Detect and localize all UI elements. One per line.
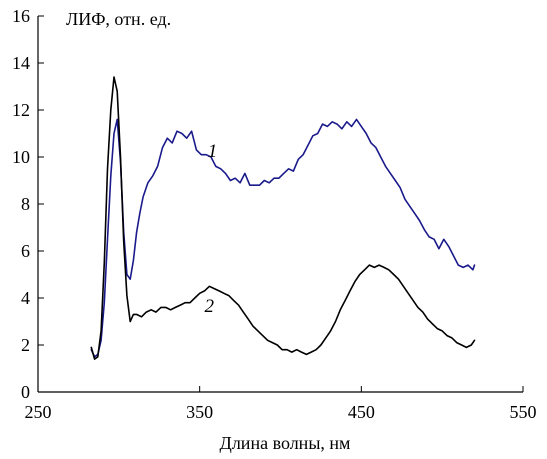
- axes: [37, 16, 523, 393]
- y-tick-label: 12: [12, 100, 30, 120]
- y-tick-label: 10: [12, 147, 30, 167]
- y-axis-label: ЛИФ, отн. ед.: [66, 9, 171, 29]
- y-tick-label: 16: [12, 6, 30, 26]
- x-tick-label: 250: [25, 402, 52, 422]
- y-tick-label: 8: [21, 194, 30, 214]
- series-line-2: [90, 76, 476, 360]
- series-label-2: 2: [205, 296, 215, 317]
- x-tick-label: 550: [510, 402, 537, 422]
- x-tick-label: 350: [186, 402, 213, 422]
- series-label-1: 1: [208, 141, 218, 162]
- y-tick-label: 6: [21, 241, 30, 261]
- y-tick-label: 4: [21, 288, 30, 308]
- y-tick-label: 14: [12, 53, 30, 73]
- x-tick-label: 450: [348, 402, 375, 422]
- y-tick-label: 0: [21, 382, 30, 402]
- series-labels: 12: [205, 141, 218, 317]
- series-group: [90, 76, 476, 360]
- series-line-1: [90, 118, 476, 358]
- y-tick-label: 2: [21, 335, 30, 355]
- x-axis-label: Длина волны, нм: [220, 433, 351, 453]
